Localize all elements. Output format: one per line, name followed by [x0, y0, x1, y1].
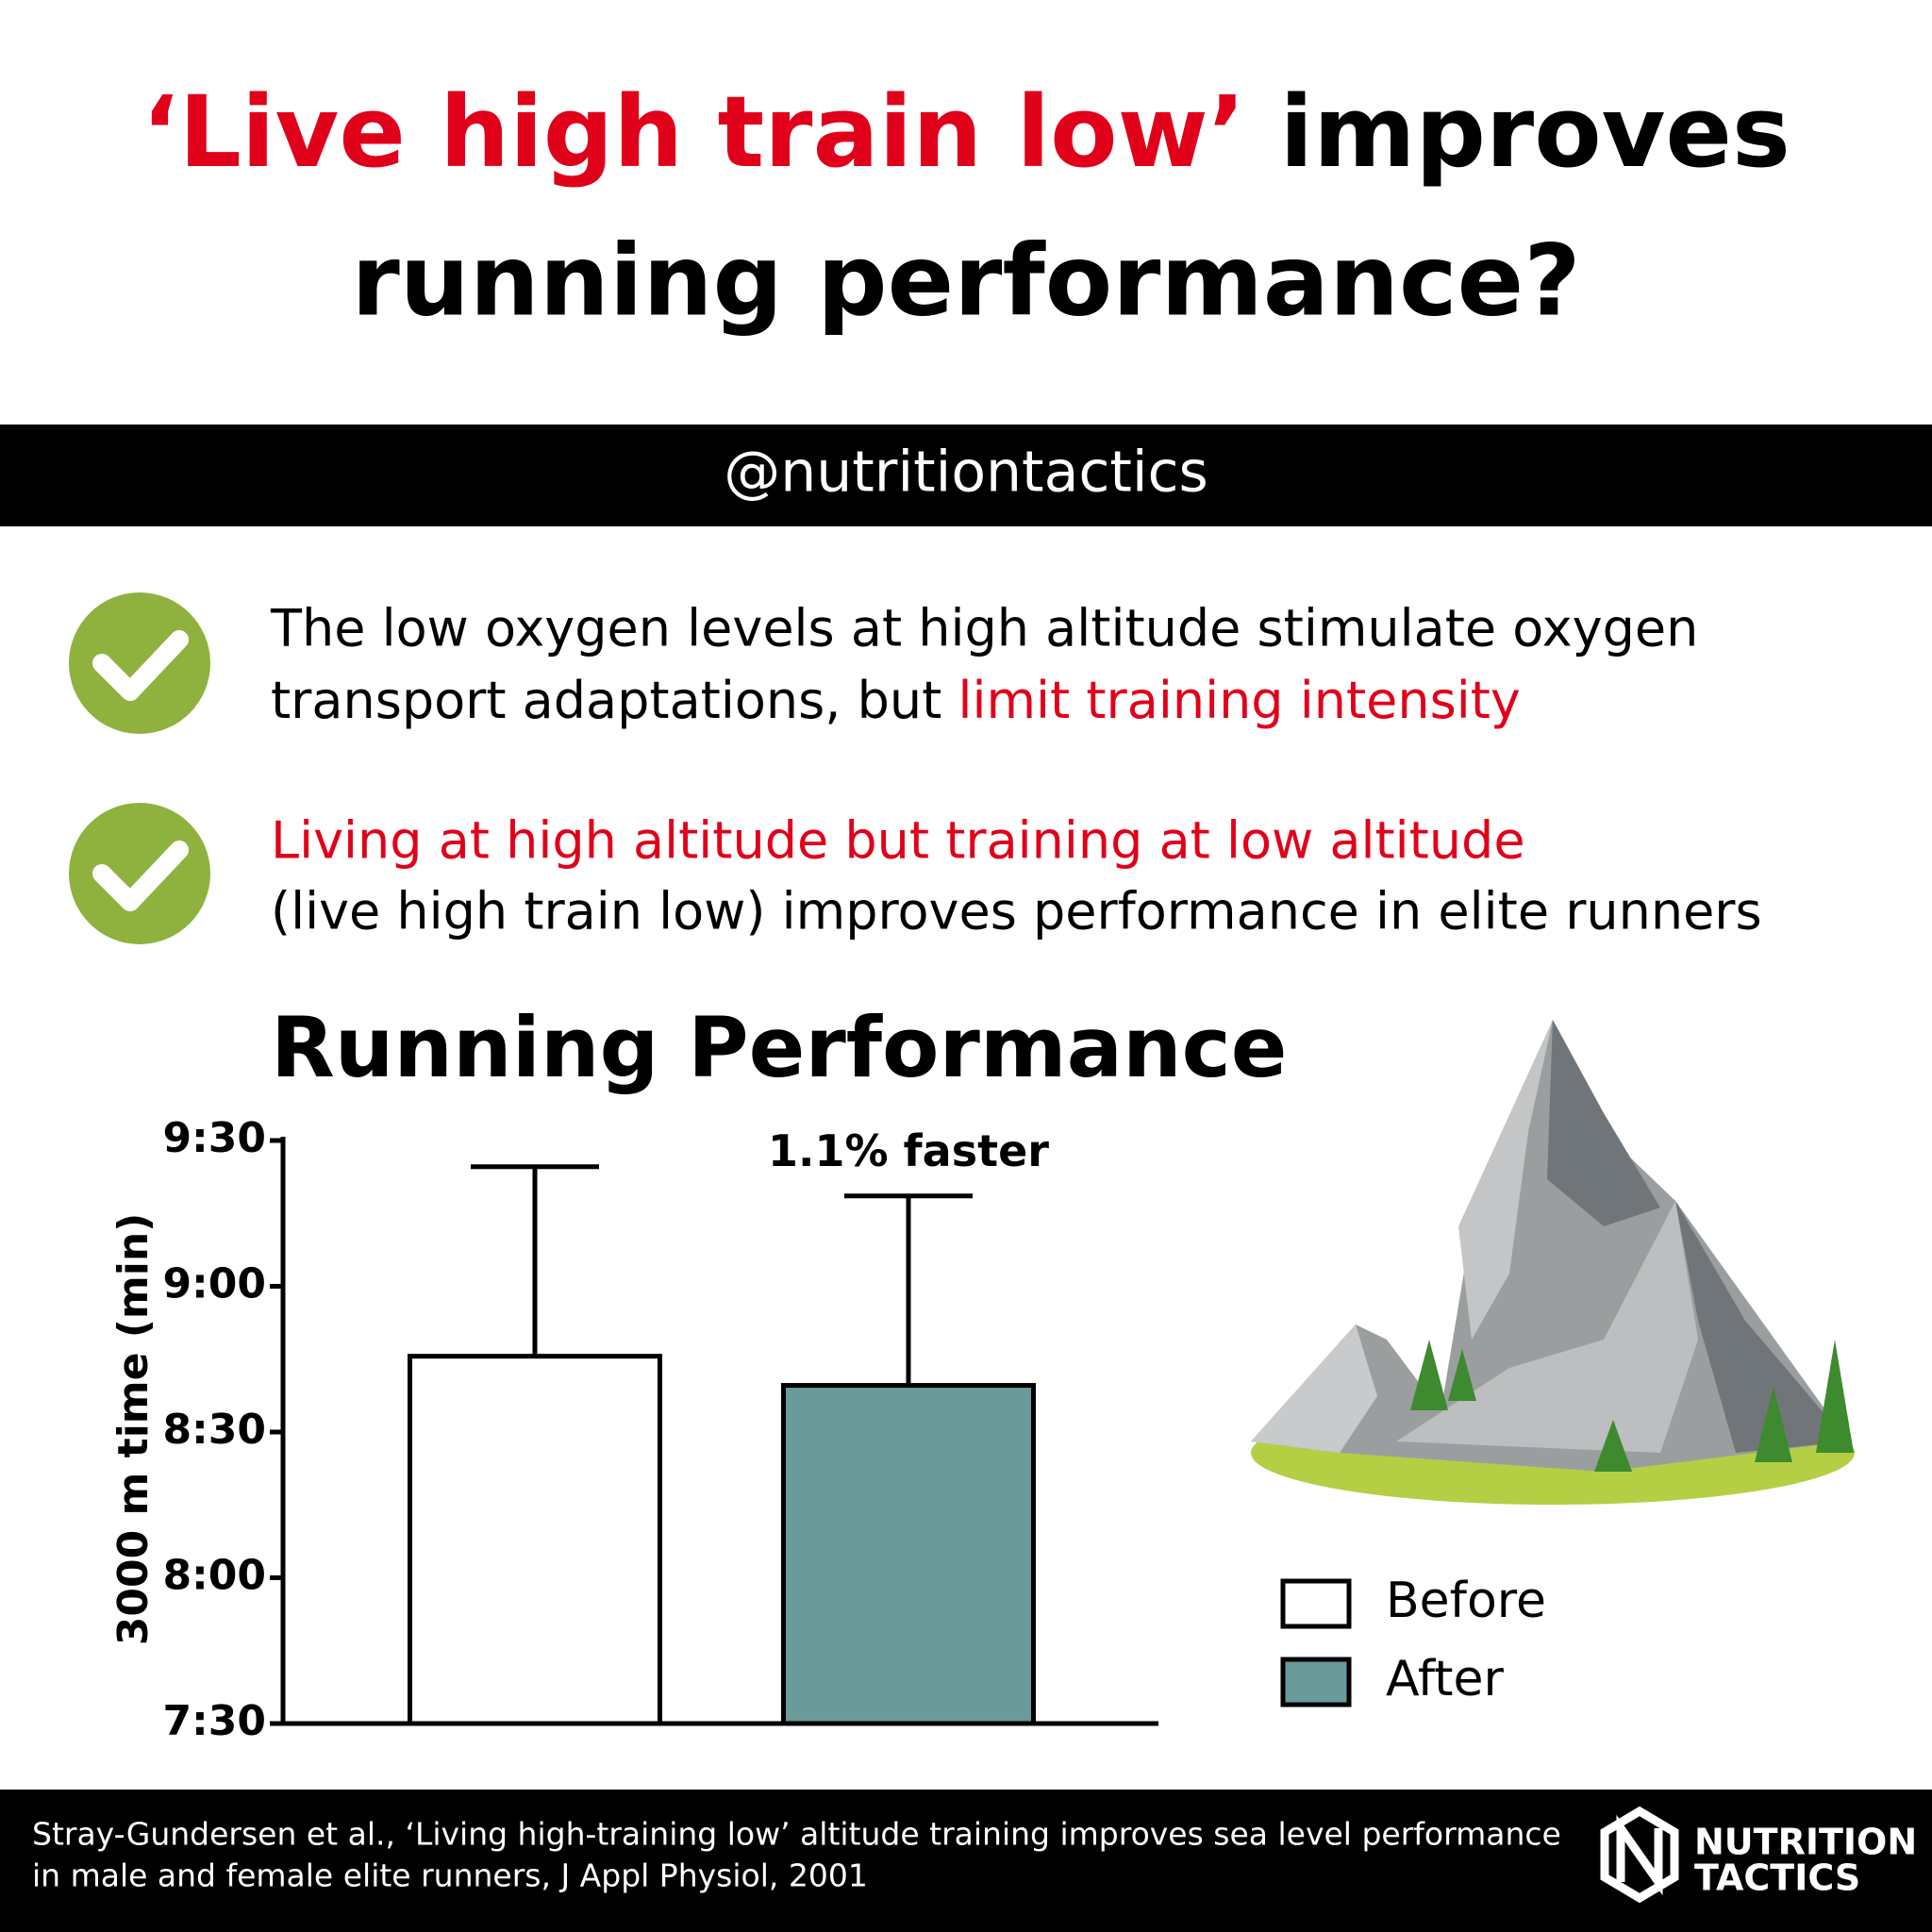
bullet-text: transport adaptations, but: [271, 671, 941, 730]
title-text: improves: [1279, 75, 1790, 190]
y-tick-label: 8:30: [163, 1406, 266, 1454]
legend-label: Before: [1386, 1573, 1546, 1629]
title-line-2: running performance?: [351, 223, 1580, 338]
bullet-text: The low oxygen levels at high altitude s…: [270, 599, 1698, 658]
y-tick-label: 8:00: [163, 1552, 266, 1600]
logo-icon: [1600, 1806, 1679, 1904]
check-icon: [69, 592, 210, 734]
title-line-1: ‘Live high train low’ improves: [142, 75, 1790, 190]
citation: in male and female elite runners, J Appl…: [32, 1857, 868, 1894]
y-axis-label: 3000 m time (min): [109, 1213, 158, 1646]
bar: [408, 1354, 662, 1726]
footer-band: [0, 1790, 1932, 1932]
legend-swatch: [1280, 1657, 1352, 1707]
mountain-illustration: [1251, 1020, 1855, 1505]
logo-text: TACTICS: [1694, 1857, 1860, 1899]
handle-band: [0, 425, 1932, 526]
y-tick-label: 7:30: [163, 1697, 266, 1745]
bullet-highlight: Living at high altitude but training at …: [271, 811, 1525, 871]
handle: @nutritiontactics: [724, 440, 1208, 506]
title-highlight: ‘Live high train low’: [142, 75, 1245, 190]
citation: Stray-Gundersen et al., ‘Living high-tra…: [32, 1816, 1561, 1853]
logo-text: NUTRITION: [1694, 1822, 1917, 1863]
legend-label: After: [1386, 1651, 1504, 1707]
check-icon: [69, 803, 210, 944]
bullet-highlight: limit training intensity: [958, 671, 1520, 730]
bar: [781, 1383, 1036, 1726]
bullet-text: transport adaptations, but limit trainin…: [271, 671, 1521, 730]
annotation: 1.1% faster: [768, 1125, 1049, 1176]
y-tick-label: 9:30: [163, 1114, 266, 1162]
chart-title: Running Performance: [271, 999, 1287, 1096]
legend-swatch: [1280, 1578, 1352, 1629]
y-tick-label: 9:00: [163, 1260, 266, 1308]
bullet-text: (live high train low) improves performan…: [271, 882, 1762, 941]
